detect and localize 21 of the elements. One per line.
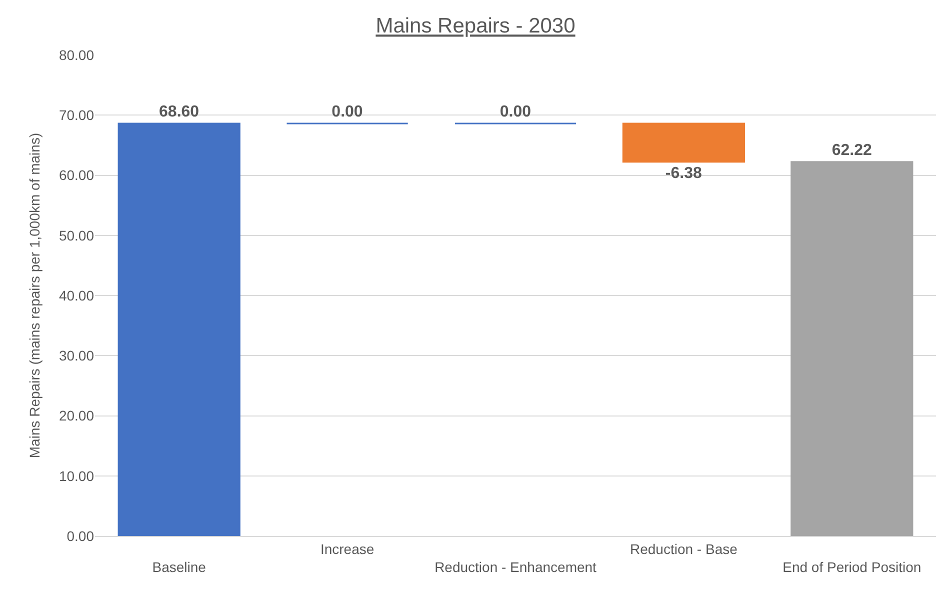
y-tick-label: 40.00: [58, 287, 94, 304]
y-tick-label: 50.00: [58, 227, 94, 244]
x-tick-label: Baseline: [152, 559, 206, 575]
data-label: 68.60: [159, 104, 200, 121]
y-tick-label: 70.00: [58, 107, 94, 124]
data-label: -6.38: [665, 164, 702, 182]
x-tick-label: Reduction - Enhancement: [434, 559, 597, 575]
y-tick-label: 0.00: [66, 528, 94, 544]
y-axis-title: Mains Repairs (mains repairs per 1,000km of mains): [26, 132, 43, 458]
y-tick-label: 80.00: [58, 46, 94, 63]
chart-title: Mains Repairs - 2030: [376, 14, 576, 38]
data-label: 0.00: [332, 104, 363, 121]
x-tick-label: Increase: [320, 540, 374, 557]
y-tick-label: 30.00: [58, 348, 94, 364]
data-label: 0.00: [500, 104, 532, 121]
data-label: 62.22: [832, 142, 872, 159]
x-tick-label: Reduction - Base: [630, 540, 738, 557]
y-tick-label: 20.00: [58, 408, 94, 424]
y-tick-label: 10.00: [58, 468, 94, 484]
y-tick-label: 60.00: [58, 167, 94, 184]
x-tick-label: End of Period Position: [782, 559, 922, 575]
